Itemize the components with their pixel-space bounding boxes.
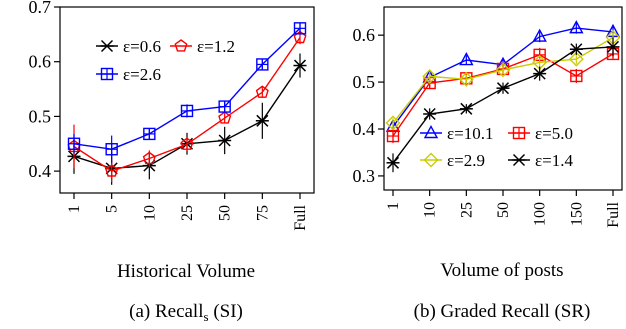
x-tick-label: Full	[605, 201, 622, 227]
y-tick-label: 0.4	[353, 119, 376, 139]
chart-b-legend: ε=10.1 ε=5.0 ε=2.9 ε=1.4	[420, 124, 573, 170]
data-point	[459, 52, 474, 66]
chart-b: 0.3 0.4 0.5 0.6 1 10 25 50 100 150 Full Volume of…	[353, 6, 623, 322]
legend-entry: ε=1.2	[170, 37, 235, 56]
data-point	[459, 102, 473, 115]
data-point	[293, 22, 307, 35]
series-2	[385, 30, 621, 131]
data-point	[495, 62, 511, 78]
legend-marker	[423, 125, 439, 139]
data-point	[255, 114, 269, 127]
legend-label: ε=0.6	[123, 37, 161, 56]
legend-entry: ε=5.0	[508, 124, 573, 143]
x-tick-label: 75	[254, 205, 271, 221]
data-point	[256, 58, 269, 71]
data-point	[218, 100, 231, 113]
x-tick-label: 25	[458, 202, 475, 218]
legend-entry: ε=10.1	[420, 124, 493, 143]
y-tick-label: 0.5	[353, 72, 376, 92]
data-point	[570, 69, 583, 83]
data-point	[143, 127, 156, 141]
data-point	[67, 137, 81, 150]
legend-label: ε=10.1	[447, 124, 493, 143]
legend-entry: ε=0.6	[96, 37, 161, 56]
x-tick-label: 100	[532, 202, 549, 226]
chart-b-caption: (b) Graded Recall (SR)	[414, 301, 591, 322]
legend-marker	[423, 152, 439, 168]
data-point	[458, 71, 474, 87]
legend-entry: ε=1.4	[508, 151, 573, 170]
legend-label: ε=2.6	[123, 65, 161, 84]
x-tick-label: 10	[422, 202, 439, 218]
y-tick-label: 0.5	[29, 106, 52, 126]
legend-marker	[100, 67, 114, 81]
x-tick-label: 1	[385, 202, 402, 210]
x-tick-label: 5	[104, 205, 121, 213]
data-point	[255, 85, 269, 98]
data-point	[496, 82, 510, 95]
legend-entry: ε=2.6	[96, 65, 161, 84]
data-point	[569, 43, 583, 56]
chart-a-legend: ε=0.6 ε=1.2 ε=2.6	[96, 37, 235, 84]
legend-label: ε=2.9	[447, 151, 485, 170]
data-point	[533, 67, 547, 80]
legend-entry: ε=2.9	[420, 151, 485, 170]
data-point	[568, 51, 584, 67]
legend-marker	[512, 126, 526, 140]
legend-label: ε=1.2	[197, 37, 235, 56]
x-tick-label: 50	[217, 205, 234, 221]
data-point	[293, 30, 307, 44]
series-3	[386, 37, 620, 173]
x-tick-label: 150	[568, 202, 585, 226]
y-tick-label: 0.6	[29, 52, 52, 72]
data-point	[423, 107, 437, 121]
legend-label: ε=5.0	[535, 124, 573, 143]
legend-marker	[174, 39, 188, 52]
data-point	[218, 111, 232, 124]
data-point	[386, 129, 400, 143]
chart-a: 0.4 0.5 0.6 0.7 1 5 10 25 50 75 Full Historical V…	[29, 0, 315, 324]
y-tick-label: 0.6	[353, 25, 376, 45]
series-1	[67, 30, 307, 183]
x-tick-label: 1	[66, 205, 83, 213]
data-point	[142, 151, 156, 165]
y-tick-label: 0.7	[29, 0, 52, 17]
y-tick-label: 0.3	[353, 166, 376, 186]
data-point	[385, 115, 401, 131]
series-2	[67, 22, 307, 163]
legend-marker	[512, 153, 526, 167]
chart-b-xlabel: Volume of posts	[440, 260, 563, 281]
data-point	[606, 40, 620, 53]
x-tick-label: 50	[495, 202, 512, 218]
y-tick-label: 0.4	[29, 161, 52, 181]
data-point	[105, 143, 118, 156]
chart-a-caption: (a) Recalls (SI)	[129, 301, 243, 324]
legend-marker	[100, 39, 114, 53]
legend-label: ε=1.4	[535, 151, 573, 170]
x-tick-label: Full	[292, 204, 309, 230]
chart-a-xlabel: Historical Volume	[117, 261, 255, 282]
data-point	[105, 164, 119, 177]
data-point	[422, 68, 438, 84]
data-point	[532, 28, 547, 42]
data-point	[180, 137, 194, 150]
data-point	[218, 134, 232, 147]
data-point	[569, 20, 584, 34]
data-point	[386, 156, 400, 169]
data-point	[293, 59, 307, 72]
data-point	[180, 104, 194, 118]
x-tick-label: 25	[179, 205, 196, 221]
x-tick-label: 10	[141, 205, 158, 221]
